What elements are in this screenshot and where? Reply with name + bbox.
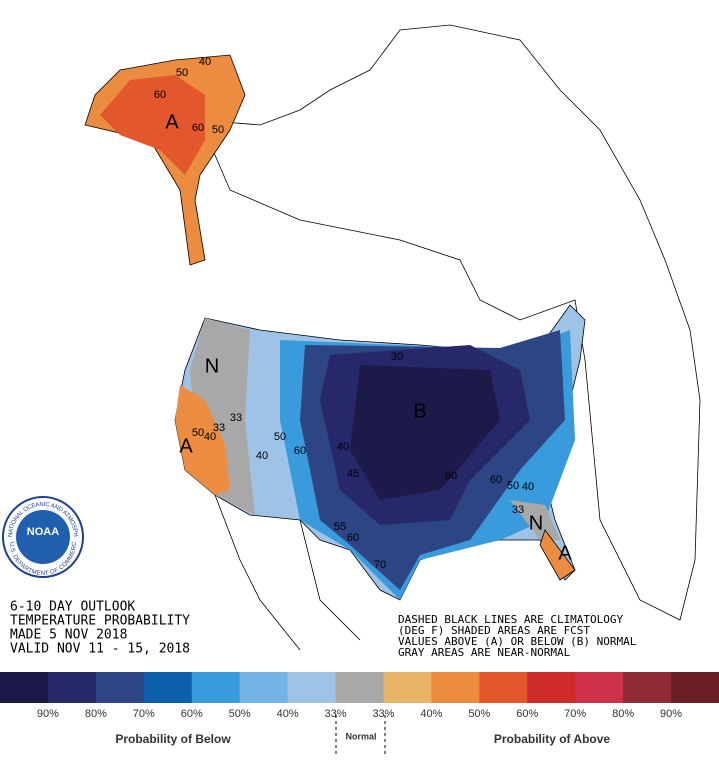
contour-label: 50: [212, 124, 224, 136]
header-line: VALID NOV 11 - 15, 2018: [10, 642, 190, 657]
note-line: DASHED BLACK LINES ARE CLIMATOLOGY: [398, 613, 624, 626]
legend-swatch: [431, 672, 480, 703]
legend-swatch: [623, 672, 672, 703]
logo-bottom-text: U.S. DEPARTMENT OF COMMERCE: [0, 0, 78, 577]
contour-label: 50: [274, 431, 286, 443]
category-letter: N: [205, 355, 219, 377]
legend-label: 60%: [181, 708, 203, 720]
legend-swatch: [239, 672, 289, 703]
contour-label: 60: [192, 122, 204, 134]
noaa-logo: NATIONAL OCEANIC AND ATMOSPHERIC ADMINIS…: [0, 0, 84, 578]
contour-label: 40: [199, 56, 211, 68]
contour-label: 60: [490, 474, 502, 486]
contour-label: 30: [391, 351, 403, 363]
legend-label: 90%: [660, 708, 682, 720]
logo-bottom: U.S. DEPARTMENT OF COMMERCE: [0, 0, 78, 577]
category-letter: N: [529, 512, 543, 534]
contour-label: 60: [347, 532, 359, 544]
contour-label: 80: [445, 470, 457, 482]
legend-label: 50%: [229, 708, 251, 720]
gray-southeast: [510, 500, 560, 540]
blue-90: [350, 365, 500, 500]
legend-label: 70%: [564, 708, 586, 720]
contour-label: 33: [512, 504, 524, 516]
legend: 90% 80% 70% 60% 50% 40% 33% 33% 40% 50% 60% 70% 80% 9…: [0, 672, 719, 720]
legend-label: 70%: [133, 708, 155, 720]
contour-label: 40: [256, 450, 268, 462]
map: [84, 24, 701, 651]
category-letter: B: [413, 400, 426, 422]
legend-label: 33%: [325, 708, 347, 720]
legend-swatch: [335, 672, 384, 703]
category-letter: A: [165, 111, 179, 133]
legend-swatch: [671, 672, 719, 703]
legend-label: 90%: [37, 708, 59, 720]
contour-label: 50: [507, 480, 519, 492]
contour-label: 50: [192, 427, 204, 439]
legend-swatch: [287, 672, 337, 703]
normal-title: Normal: [345, 731, 376, 741]
header-line: MADE 5 NOV 2018: [10, 628, 127, 643]
contour-label: 60: [154, 89, 166, 101]
legend-label: 40%: [420, 708, 442, 720]
legend-label: 80%: [85, 708, 107, 720]
legend-label: 50%: [468, 708, 490, 720]
logo-name: NOAA: [27, 526, 59, 538]
mexico-outline: [214, 494, 361, 651]
alaska-core: [100, 75, 205, 175]
contour-label: 55: [334, 521, 346, 533]
legend-label: 33%: [372, 708, 394, 720]
contour-label: 33: [230, 412, 242, 424]
legend-label: 60%: [516, 708, 538, 720]
legend-label: 80%: [612, 708, 634, 720]
legend-swatch: [479, 672, 528, 703]
contour-label: 45: [347, 468, 359, 480]
note-line: VALUES ABOVE (A) OR BELOW (B) NORMAL: [398, 635, 637, 648]
contour-label: 50: [176, 67, 188, 79]
contour-label: 60: [294, 445, 306, 457]
header-line: TEMPERATURE PROBABILITY: [10, 614, 190, 629]
note-line: (DEG F) SHADED AREAS ARE FCST: [398, 624, 590, 637]
legend-swatch: [47, 672, 97, 703]
notes: DASHED BLACK LINES ARE CLIMATOLOGY(DEG F…: [398, 613, 637, 659]
legend-swatch: [95, 672, 145, 703]
category-letter: A: [179, 435, 193, 457]
canada-outline: [199, 24, 701, 621]
above-title: Probability of Above: [494, 732, 611, 746]
contour-label: 33: [213, 422, 225, 434]
orange-florida: [539, 529, 576, 581]
logo-top: NATIONAL OCEANIC AND ATMOSPHERIC ADMINIS…: [0, 0, 78, 537]
contour-label: 40: [337, 441, 349, 453]
below-title: Probability of Below: [115, 732, 231, 746]
legend-swatch: [191, 672, 241, 703]
contour-label: 40: [522, 481, 534, 493]
legend-swatch: [143, 672, 193, 703]
category-letter: A: [558, 542, 572, 564]
contour-label: 40: [204, 431, 216, 443]
legend-swatch: [383, 672, 432, 703]
note-line: GRAY AREAS ARE NEAR-NORMAL: [398, 646, 571, 659]
logo-disc: [16, 510, 70, 564]
logo-top-text: NATIONAL OCEANIC AND ATMOSPHERIC ADMINIS…: [0, 0, 78, 537]
legend-swatch: [0, 672, 49, 703]
legend-label: 40%: [277, 708, 299, 720]
legend-swatch: [527, 672, 576, 703]
legend-swatch: [575, 672, 624, 703]
header-line: 6-10 DAY OUTLOOK: [10, 600, 135, 615]
orange-california: [175, 385, 230, 495]
contour-label: 70: [374, 559, 386, 571]
